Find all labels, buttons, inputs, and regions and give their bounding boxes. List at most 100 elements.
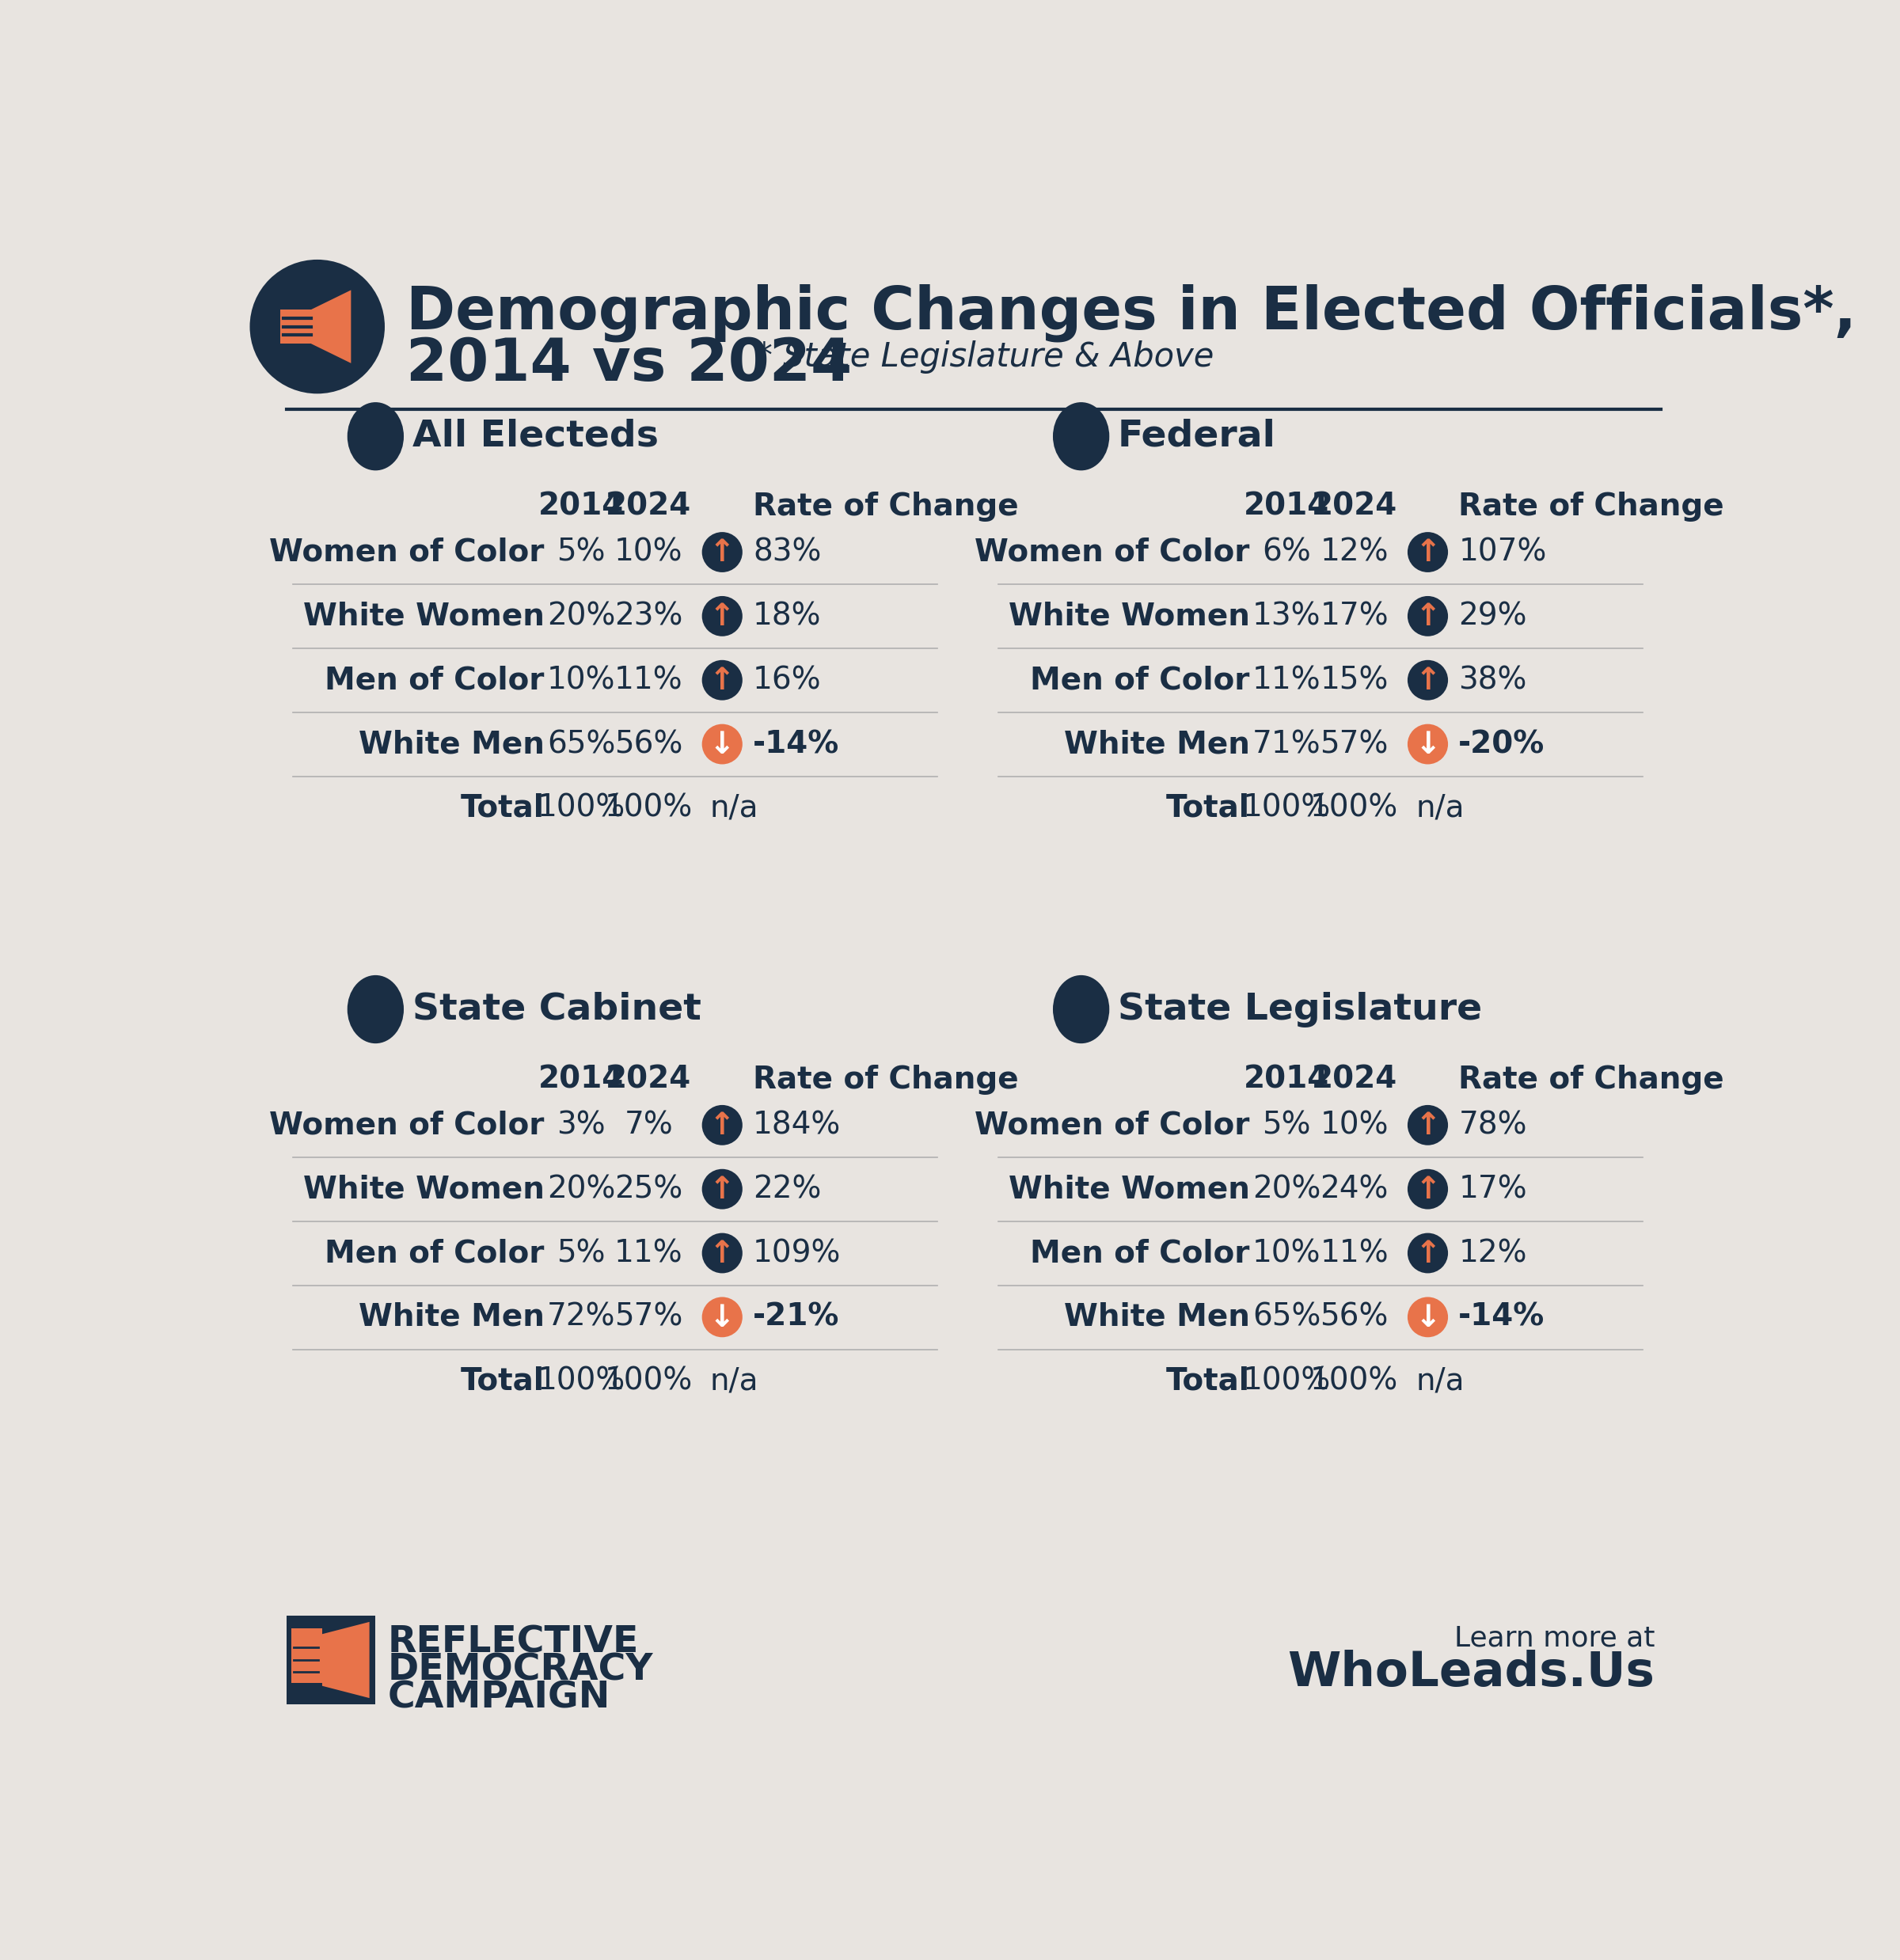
Text: State Legislature: State Legislature — [1117, 992, 1482, 1027]
Circle shape — [701, 661, 743, 700]
Text: ↓: ↓ — [709, 729, 735, 760]
Text: Total: Total — [1167, 1366, 1250, 1396]
Text: ↑: ↑ — [709, 1111, 735, 1141]
Text: Men of Color: Men of Color — [325, 1239, 543, 1268]
Text: White Women: White Women — [1009, 1174, 1250, 1203]
Text: 100%: 100% — [1243, 1366, 1330, 1396]
Text: -14%: -14% — [752, 729, 840, 759]
Text: State Cabinet: State Cabinet — [412, 992, 701, 1027]
Text: 11%: 11% — [614, 664, 682, 696]
Text: White Men: White Men — [1064, 729, 1250, 759]
Text: 23%: 23% — [614, 602, 682, 631]
Text: -20%: -20% — [1459, 729, 1545, 759]
Text: White Women: White Women — [302, 1174, 543, 1203]
Text: 20%: 20% — [1252, 1174, 1320, 1203]
FancyBboxPatch shape — [287, 1615, 376, 1703]
Circle shape — [1408, 531, 1448, 572]
Text: 71%: 71% — [1252, 729, 1320, 759]
Text: 20%: 20% — [547, 1174, 616, 1203]
Text: WhoLeads.Us: WhoLeads.Us — [1288, 1648, 1655, 1695]
Text: 24%: 24% — [1320, 1174, 1389, 1203]
Text: Rate of Change: Rate of Change — [1459, 1064, 1723, 1094]
Circle shape — [249, 259, 384, 394]
Text: Men of Color: Men of Color — [1030, 664, 1250, 696]
Text: ◀: ◀ — [294, 314, 321, 347]
Text: 13%: 13% — [1252, 602, 1320, 631]
Circle shape — [701, 1105, 743, 1145]
Text: ↑: ↑ — [709, 602, 735, 631]
Text: 11%: 11% — [1320, 1239, 1389, 1268]
Circle shape — [701, 596, 743, 637]
Text: ↓: ↓ — [1416, 1303, 1440, 1333]
Text: Women of Color: Women of Color — [270, 1109, 543, 1141]
Ellipse shape — [1053, 402, 1110, 470]
Text: 29%: 29% — [1459, 602, 1528, 631]
Text: White Women: White Women — [302, 602, 543, 631]
Text: n/a: n/a — [711, 1366, 758, 1396]
Circle shape — [701, 531, 743, 572]
Text: 38%: 38% — [1459, 664, 1528, 696]
Text: n/a: n/a — [1416, 794, 1465, 823]
Text: 2014: 2014 — [538, 492, 623, 521]
Text: 184%: 184% — [752, 1109, 842, 1141]
Text: 22%: 22% — [752, 1174, 821, 1203]
Text: 20%: 20% — [547, 602, 616, 631]
Text: ↑: ↑ — [1416, 666, 1440, 696]
Text: 17%: 17% — [1459, 1174, 1528, 1203]
Text: 2024: 2024 — [606, 1064, 692, 1094]
Text: 72%: 72% — [547, 1301, 616, 1333]
Text: Women of Color: Women of Color — [270, 537, 543, 566]
Circle shape — [1408, 723, 1448, 764]
Text: 11%: 11% — [1252, 664, 1320, 696]
Text: 56%: 56% — [1320, 1301, 1389, 1333]
Text: 10%: 10% — [1252, 1239, 1320, 1268]
Text: ↑: ↑ — [1416, 1239, 1440, 1268]
Text: 2024: 2024 — [606, 492, 692, 521]
Text: Federal: Federal — [1117, 419, 1277, 455]
Text: 2024: 2024 — [1311, 1064, 1396, 1094]
Circle shape — [701, 1168, 743, 1209]
Text: 57%: 57% — [1320, 729, 1389, 759]
Text: 5%: 5% — [557, 1239, 606, 1268]
Text: Rate of Change: Rate of Change — [752, 492, 1018, 521]
Circle shape — [1408, 1105, 1448, 1145]
Text: 100%: 100% — [604, 794, 694, 823]
Text: 12%: 12% — [1459, 1239, 1528, 1268]
Circle shape — [701, 723, 743, 764]
Text: 100%: 100% — [604, 1366, 694, 1396]
Text: 10%: 10% — [614, 537, 682, 566]
Text: White Men: White Men — [359, 1301, 543, 1333]
Circle shape — [1408, 1168, 1448, 1209]
Text: 100%: 100% — [538, 794, 625, 823]
Text: 11%: 11% — [614, 1239, 682, 1268]
Text: 109%: 109% — [752, 1239, 842, 1268]
Text: ↑: ↑ — [709, 1239, 735, 1268]
Text: 56%: 56% — [614, 729, 682, 759]
Circle shape — [1408, 1233, 1448, 1274]
Text: 25%: 25% — [614, 1174, 682, 1203]
Text: 65%: 65% — [547, 729, 616, 759]
Text: ↑: ↑ — [709, 1174, 735, 1205]
Text: n/a: n/a — [711, 794, 758, 823]
Text: 78%: 78% — [1459, 1109, 1528, 1141]
Text: Rate of Change: Rate of Change — [752, 1064, 1018, 1094]
FancyArrowPatch shape — [285, 304, 327, 325]
Text: 100%: 100% — [1311, 794, 1398, 823]
Text: 10%: 10% — [547, 664, 616, 696]
Text: Total: Total — [460, 1366, 543, 1396]
Polygon shape — [312, 290, 352, 363]
Text: ↓: ↓ — [709, 1303, 735, 1333]
Text: 5%: 5% — [1262, 1109, 1311, 1141]
Text: Men of Color: Men of Color — [325, 664, 543, 696]
Ellipse shape — [348, 976, 405, 1043]
Text: 5%: 5% — [557, 537, 606, 566]
Ellipse shape — [1053, 976, 1110, 1043]
Text: 2014: 2014 — [1244, 492, 1330, 521]
Text: ↓: ↓ — [1416, 729, 1440, 760]
Text: All Electeds: All Electeds — [412, 419, 659, 455]
Circle shape — [1408, 661, 1448, 700]
Text: 3%: 3% — [557, 1109, 606, 1141]
Circle shape — [1408, 596, 1448, 637]
Polygon shape — [323, 1621, 369, 1697]
Text: DEMOCRACY: DEMOCRACY — [388, 1652, 654, 1688]
